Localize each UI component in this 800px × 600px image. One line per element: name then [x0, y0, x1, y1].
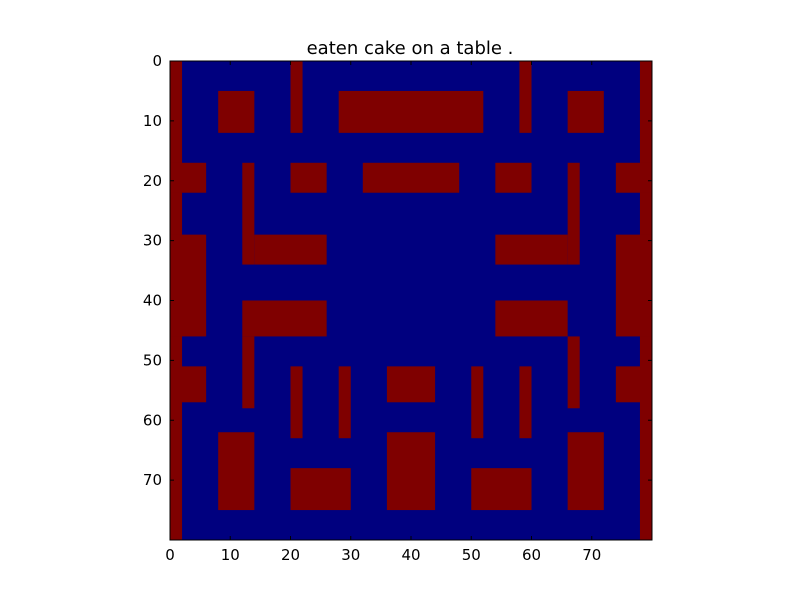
heatmap-cell	[615, 162, 652, 193]
chart-title: eaten cake on a table .	[307, 38, 514, 59]
heatmap-cells	[170, 61, 652, 540]
heatmap-cell	[471, 468, 532, 511]
heatmap-cell	[290, 366, 303, 439]
heatmap-cell	[290, 468, 351, 511]
heatmap-cell	[170, 300, 207, 337]
x-tick-label: 30	[341, 546, 360, 564]
heatmap-cell	[170, 234, 207, 301]
x-tick-label: 50	[462, 546, 481, 564]
heatmap-cell	[615, 366, 652, 403]
heatmap-cell	[567, 162, 580, 265]
y-tick-label: 50	[143, 351, 162, 369]
heatmap-cell	[471, 366, 484, 439]
heatmap-cell	[615, 234, 652, 301]
heatmap-cell	[338, 366, 351, 439]
heatmap-cell	[519, 61, 532, 133]
plot-area	[169, 60, 653, 541]
heatmap-cell	[338, 90, 484, 133]
x-axis: 0 10 20 30 40 50 60 70	[165, 61, 601, 564]
heatmap-cell	[567, 90, 604, 133]
y-tick-label: 70	[143, 471, 162, 489]
x-tick-label: 20	[281, 546, 300, 564]
y-tick-label: 20	[143, 172, 162, 190]
heatmap-cell	[242, 162, 255, 265]
y-axis: 0 10 20 30 40 50 60 70	[143, 52, 652, 489]
y-tick-label: 10	[143, 112, 162, 130]
heatmap-cell	[242, 300, 327, 337]
heatmap-cell	[386, 432, 436, 511]
heatmap-cell	[362, 162, 460, 193]
y-tick-label: 30	[143, 232, 162, 250]
heatmap-cell	[242, 336, 255, 409]
heatmap-cell	[519, 366, 532, 439]
heatmap-cell	[170, 162, 207, 193]
heatmap-cell	[218, 90, 255, 133]
heatmap-cell	[495, 300, 568, 337]
x-tick-label: 70	[582, 546, 601, 564]
heatmap-cell	[495, 162, 532, 193]
heatmap-cell	[290, 61, 303, 133]
x-tick-label: 10	[221, 546, 240, 564]
heatmap-cell	[254, 234, 327, 265]
y-tick-label: 0	[152, 52, 162, 70]
y-tick-label: 60	[143, 411, 162, 429]
x-tick-label: 60	[522, 546, 541, 564]
x-tick-label: 40	[401, 546, 420, 564]
y-tick-label: 40	[143, 292, 162, 310]
heatmap-cell	[567, 432, 604, 511]
heatmap-cell	[615, 300, 652, 337]
heatmap-cell	[170, 366, 207, 403]
heatmap-cell	[495, 234, 568, 265]
heatmap-cell	[386, 366, 436, 403]
heatmap-cell	[567, 336, 580, 409]
heatmap-cell	[290, 162, 327, 193]
x-tick-label: 0	[165, 546, 175, 564]
heatmap-cell	[218, 432, 255, 511]
